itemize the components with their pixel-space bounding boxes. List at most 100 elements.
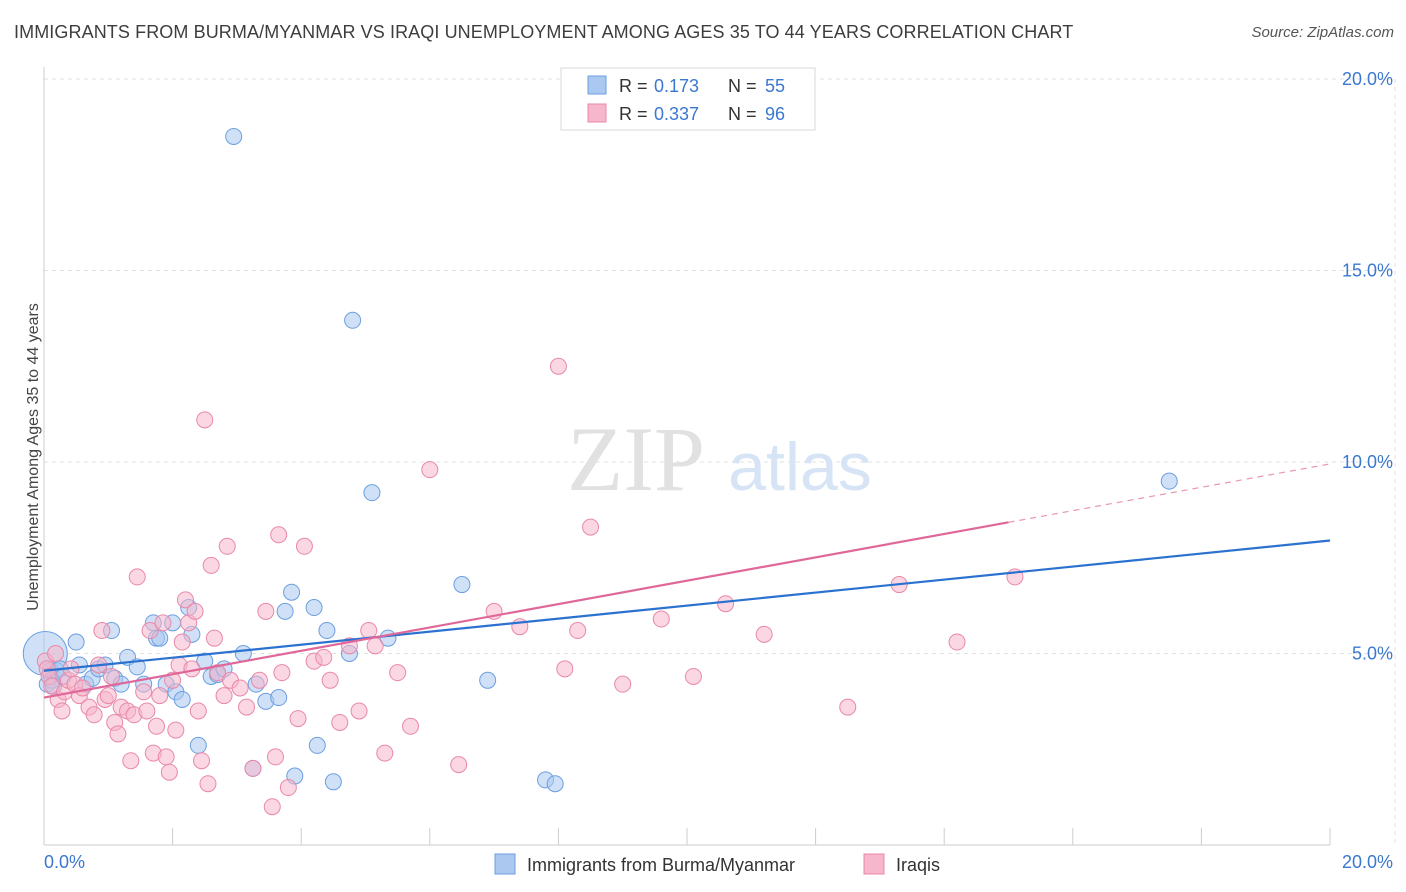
data-point xyxy=(344,311,362,329)
gridlines xyxy=(44,78,1396,845)
data-point xyxy=(186,602,204,620)
data-point xyxy=(289,710,307,728)
data-point xyxy=(189,736,207,754)
y-tick-label: 10.0% xyxy=(1342,452,1393,472)
trend-line xyxy=(43,539,1331,672)
data-point xyxy=(141,622,159,640)
data-point xyxy=(450,756,468,774)
data-point xyxy=(154,614,172,632)
data-point xyxy=(257,602,275,620)
data-point xyxy=(305,599,323,617)
data-point xyxy=(376,744,394,762)
data-point xyxy=(684,667,702,685)
data-point xyxy=(93,622,111,640)
legend-n-value: 96 xyxy=(765,104,785,124)
data-point xyxy=(205,629,223,647)
data-point xyxy=(164,671,182,689)
data-point xyxy=(948,633,966,651)
data-point xyxy=(283,583,301,601)
data-point xyxy=(321,671,339,689)
axes xyxy=(43,67,1331,846)
data-point xyxy=(173,633,191,651)
legend-r-label: R = xyxy=(619,104,648,124)
data-point xyxy=(366,637,384,655)
legend: R = 0.173 N = 55 R = 0.337 N = 96 xyxy=(560,67,816,131)
source-label: Source: ZipAtlas.com xyxy=(1251,24,1394,41)
data-point xyxy=(276,602,294,620)
legend-n-value: 55 xyxy=(765,76,785,96)
bottom-legend-label-blue: Immigrants from Burma/Myanmar xyxy=(527,855,795,875)
data-point xyxy=(250,671,268,689)
data-point xyxy=(176,591,194,609)
trend-lines xyxy=(43,463,1331,699)
data-point xyxy=(839,698,857,716)
legend-n-label: N = xyxy=(728,76,757,96)
data-point xyxy=(755,625,773,643)
data-point xyxy=(270,689,288,707)
tick-labels: 5.0% 10.0% 15.0% 20.0% 0.0% 20.0% xyxy=(44,69,1393,872)
data-point xyxy=(167,721,185,739)
legend-r-value: 0.337 xyxy=(654,104,699,124)
data-point xyxy=(350,702,368,720)
data-point xyxy=(263,798,281,816)
data-point xyxy=(160,763,178,781)
data-point xyxy=(215,687,233,705)
bottom-legend: Immigrants from Burma/Myanmar Iraqis xyxy=(494,853,940,875)
y-axis-label: Unemployment Among Ages 35 to 44 years xyxy=(25,303,42,611)
legend-swatch-blue xyxy=(587,75,607,95)
data-point xyxy=(556,660,574,678)
data-point xyxy=(360,622,378,640)
data-point xyxy=(74,679,92,697)
watermark-zip: ZIP xyxy=(567,408,705,510)
data-point xyxy=(238,698,256,716)
data-point xyxy=(453,576,471,594)
watermark-atlas: atlas xyxy=(728,429,872,505)
data-point xyxy=(99,687,117,705)
data-point xyxy=(151,687,169,705)
data-point xyxy=(225,127,243,145)
x-tick-label: 0.0% xyxy=(44,852,85,872)
data-point xyxy=(244,759,262,777)
data-point xyxy=(202,556,220,574)
data-point xyxy=(103,667,121,685)
data-point xyxy=(324,773,342,791)
data-point xyxy=(652,610,670,628)
data-point xyxy=(421,461,439,479)
legend-r-value: 0.173 xyxy=(654,76,699,96)
data-point xyxy=(53,702,71,720)
data-point xyxy=(295,537,313,555)
data-point xyxy=(479,671,497,689)
data-point xyxy=(218,537,236,555)
bottom-legend-swatch-blue xyxy=(494,853,516,875)
data-point xyxy=(199,775,217,793)
data-point xyxy=(109,725,127,743)
data-point xyxy=(308,736,326,754)
data-point xyxy=(1160,472,1178,490)
bottom-legend-label-pink: Iraqis xyxy=(896,855,940,875)
legend-r-label: R = xyxy=(619,76,648,96)
data-point xyxy=(128,658,146,676)
data-point xyxy=(189,702,207,720)
data-point xyxy=(279,779,297,797)
data-point xyxy=(315,648,333,666)
y-tick-label: 15.0% xyxy=(1342,261,1393,281)
data-point xyxy=(273,664,291,682)
legend-swatch-pink xyxy=(587,103,607,123)
data-point xyxy=(209,664,227,682)
data-point xyxy=(138,702,156,720)
data-point xyxy=(128,568,146,586)
data-point xyxy=(122,752,140,770)
legend-n-label: N = xyxy=(728,104,757,124)
bottom-legend-swatch-pink xyxy=(863,853,885,875)
data-point xyxy=(157,748,175,766)
data-point xyxy=(85,706,103,724)
watermark: ZIP atlas xyxy=(567,408,872,510)
data-point xyxy=(717,595,735,613)
data-point xyxy=(270,526,288,544)
data-point xyxy=(549,357,567,375)
x-tick-label: 20.0% xyxy=(1342,852,1393,872)
data-point xyxy=(266,748,284,766)
data-point xyxy=(582,518,600,536)
data-point xyxy=(196,411,214,429)
y-tick-label: 20.0% xyxy=(1342,69,1393,89)
